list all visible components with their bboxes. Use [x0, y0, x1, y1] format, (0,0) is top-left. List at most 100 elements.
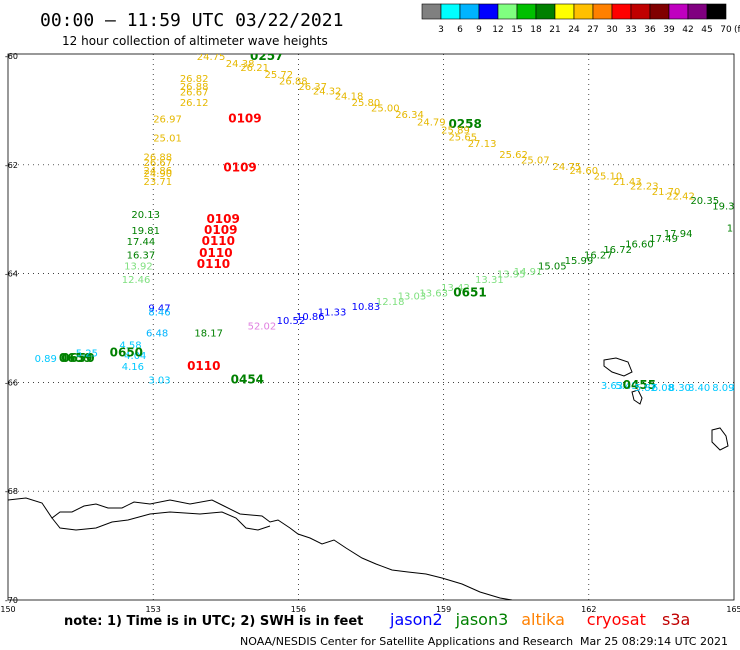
wave-height-label: 13.92 — [124, 261, 153, 272]
island-1 — [603, 357, 633, 377]
wave-height-label: 16.27 — [584, 251, 613, 262]
wave-height-label: 52.02 — [248, 321, 277, 332]
wave-height-label: 25.00 — [371, 104, 400, 115]
y-tick-label: -60 — [5, 52, 18, 61]
x-tick-label: 153 — [146, 605, 161, 614]
satellite-legend-jason3: jason3 — [455, 610, 509, 629]
wave-height-label: 19.81 — [131, 226, 160, 237]
pass-time-label: 0109 — [204, 223, 237, 237]
colorbar-swatch — [478, 3, 499, 20]
wave-height-label: 17.44 — [127, 237, 156, 248]
wave-height-label: 13.95 — [497, 270, 526, 281]
pass-time-label: 0109 — [223, 161, 256, 175]
wave-height-label: 16.37 — [127, 251, 156, 262]
wave-height-label: 24.32 — [313, 86, 342, 97]
x-tick-label: 162 — [581, 605, 596, 614]
wave-height-label: 13.03 — [398, 291, 427, 302]
colorbar-swatch — [440, 3, 461, 20]
wave-height-label: 16.60 — [625, 240, 654, 251]
pass-time-label: 0257 — [250, 49, 283, 63]
colorbar-unit: (ft) — [734, 25, 740, 35]
y-tick-label: -66 — [5, 378, 18, 387]
wave-height-label: 12.46 — [122, 275, 151, 286]
satellite-legend-altika: altika — [521, 610, 565, 629]
wave-height-label: 26.88 — [180, 82, 209, 93]
wave-height-label: 3.03 — [148, 376, 170, 387]
wave-height-label: 26.82 — [180, 74, 209, 85]
colorbar-label: 24 — [568, 25, 580, 35]
wave-height-label: 26.97 — [153, 115, 182, 126]
wave-height-label: 20.35 — [690, 196, 719, 207]
satellite-legend: jason2 jason3 altika cryosat s3a — [389, 610, 690, 629]
pass-time-label: 0110 — [199, 246, 232, 260]
island-3 — [711, 427, 729, 451]
colorbar-swatch — [459, 3, 480, 20]
wave-height-label: 19.14 — [727, 223, 740, 234]
wave-height-label: 24.75 — [197, 52, 226, 63]
colorbar-label: 3 — [438, 25, 444, 35]
satellite-legend-cryosat: cryosat — [587, 610, 646, 629]
colorbar-swatch — [649, 3, 670, 20]
x-tick-label: 165 — [726, 605, 740, 614]
wave-height-label: 22.42 — [666, 191, 695, 202]
wave-height-label: 18.17 — [194, 328, 223, 339]
wave-height-label: 8.42 — [732, 383, 740, 394]
wave-height-label: 25.10 — [594, 172, 623, 183]
axis-labels: 150 153 156 159 162 165 -60 -62 -64 -66 -68 -70 — [0, 52, 740, 614]
wave-height-label: 4.16 — [122, 362, 144, 373]
wave-height-label: 25.80 — [352, 98, 381, 109]
footer-credit: NOAA/NESDIS Center for Satellite Applica… — [240, 635, 573, 648]
wave-height-label: 25.07 — [521, 155, 550, 166]
wave-height-label: 20.23 — [734, 207, 740, 218]
wave-height-label: 16.72 — [603, 245, 632, 256]
pass-time-label: 0258 — [448, 117, 481, 131]
wave-height-label: 5.49 — [615, 381, 637, 392]
colorbar-swatch — [516, 3, 537, 20]
wave-height-label: 24.38 — [226, 59, 255, 70]
satellite-legend-jason2: jason2 — [389, 610, 443, 629]
wave-height-label: 25.72 — [265, 70, 294, 81]
colorbar-swatch — [573, 3, 594, 20]
wave-height-label: 20.13 — [131, 210, 160, 221]
pass-time-label: 0109 — [206, 212, 239, 226]
wave-height-label: 10.86 — [296, 312, 325, 323]
wave-height-label: 9.47 — [148, 303, 170, 314]
pass-time-label: 0109 — [228, 112, 261, 126]
wave-height-label: 27.13 — [468, 139, 497, 150]
colorbar-label: 39 — [663, 25, 675, 35]
wave-height-label: 24.90 — [144, 169, 173, 180]
colorbar-label: 30 — [606, 25, 618, 35]
wave-height-label: 11.33 — [318, 308, 347, 319]
colorbar-swatch — [421, 3, 442, 20]
map-grid — [7, 53, 735, 601]
coastline — [8, 497, 513, 600]
wave-height-label: 8.46 — [148, 308, 170, 319]
wave-height-label: 15.99 — [565, 256, 594, 267]
pass-time-label: 0650 — [110, 345, 143, 359]
wave-height-label: 25.62 — [499, 150, 528, 161]
x-tick-label: 156 — [291, 605, 306, 614]
map-title: 00:00 – 11:59 UTC 03/22/2021 — [40, 10, 343, 31]
colorbar-swatch — [592, 3, 613, 20]
colorbar-label: 27 — [587, 25, 598, 35]
altimeter-labels: 025724.7524.3826.2125.7226.8826.3724.322… — [35, 49, 740, 394]
wave-height-label: 13.63 — [419, 289, 448, 300]
wave-height-label: 22.23 — [630, 181, 659, 192]
plot-frame — [7, 53, 735, 601]
wave-height-label: 5.25 — [76, 348, 98, 359]
wave-height-label: 0.89 — [35, 354, 57, 365]
colorbar-label: 9 — [476, 25, 482, 35]
wave-height-label: 26.88 — [279, 76, 308, 87]
wave-height-label: 12.18 — [376, 297, 405, 308]
wave-height-label: 25.65 — [448, 133, 477, 144]
pass-time-label: 0110 — [187, 359, 220, 373]
wave-height-label: 6.08 — [652, 383, 674, 394]
footer-note: note: 1) Time is in UTC; 2) SWH is in fe… — [64, 614, 363, 629]
wave-height-label: 15.05 — [538, 261, 567, 272]
colorbar-label: 21 — [549, 25, 560, 35]
wave-height-label: 24.18 — [335, 92, 364, 103]
colorbar-swatch — [706, 3, 727, 20]
wave-height-label: 26.67 — [180, 87, 209, 98]
y-tick-label: -68 — [5, 487, 18, 496]
colorbar-label: 15 — [511, 25, 522, 35]
